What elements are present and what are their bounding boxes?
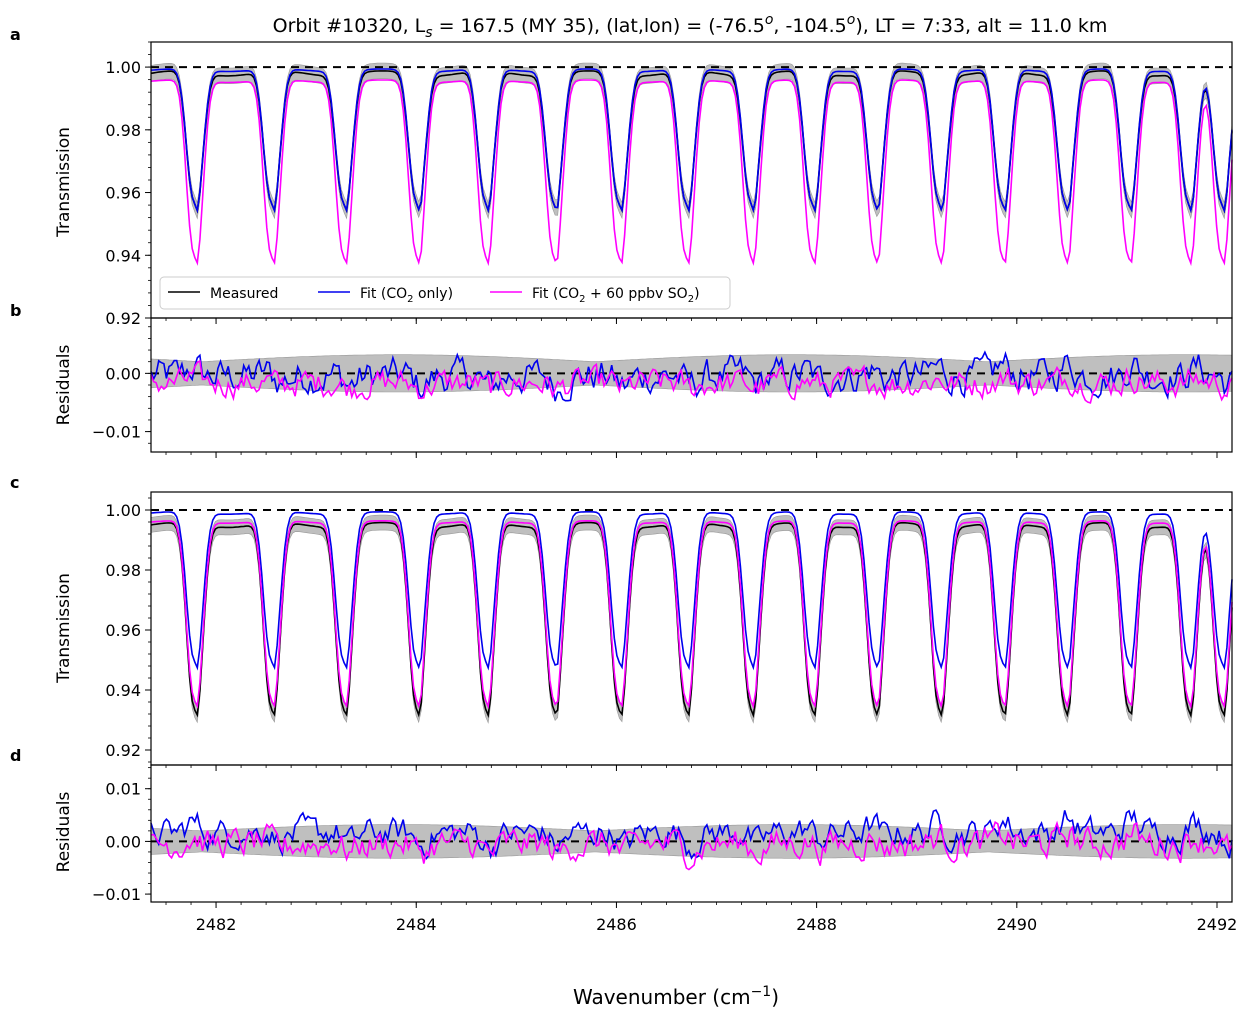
ylabel-panel-b: Residuals bbox=[54, 345, 74, 426]
x-tick-label: 2484 bbox=[396, 915, 437, 934]
chart-title: Orbit #10320, Ls = 167.5 (MY 35), (lat,l… bbox=[273, 12, 1108, 41]
panel-letter-a: a bbox=[10, 25, 21, 44]
x-tick-label: 2492 bbox=[1197, 915, 1238, 934]
panel-letter-c: c bbox=[10, 473, 19, 492]
x-tick-label: 2490 bbox=[996, 915, 1037, 934]
x-axis-label: Wavenumber (cm−1) bbox=[573, 984, 779, 1009]
legend: Measured Fit (CO2 only) Fit (CO2 + 60 pp… bbox=[159, 276, 731, 310]
y-tick-label-c: 0.96 bbox=[105, 621, 141, 640]
panel-letter-b: b bbox=[10, 301, 21, 320]
y-tick-label-c: 0.98 bbox=[105, 561, 141, 580]
legend-label-fit-so2: Fit (CO2 + 60 ppbv SO2) bbox=[532, 286, 700, 305]
ylabel-panel-d: Residuals bbox=[54, 792, 74, 873]
x-tick-label: 2482 bbox=[196, 915, 237, 934]
y-tick-label-c: 0.92 bbox=[105, 741, 141, 760]
panel-d-residuals: −0.01 0.00 0.01 bbox=[92, 764, 1233, 908]
series-fit-co2-60-ppbv-so2--c bbox=[150, 519, 1233, 710]
x-tick-label: 2486 bbox=[596, 915, 637, 934]
y-tick-label-a: 0.94 bbox=[105, 246, 141, 265]
uncertainty-band-d bbox=[150, 824, 1233, 859]
legend-label-measured: Measured bbox=[210, 286, 278, 302]
x-axis-ticks: 2482 2484 2486 2488 2490 2492 bbox=[196, 915, 1238, 934]
y-tick-label-b: 0.00 bbox=[105, 364, 141, 383]
series-fit-co2-only--b bbox=[150, 350, 1233, 402]
y-tick-label-a: 0.98 bbox=[105, 121, 141, 140]
series-fit-co2-only--d bbox=[150, 809, 1233, 860]
series-fit-co2-60-ppbv-so2--a bbox=[150, 79, 1233, 267]
panel-a-transmission: 0.92 0.94 0.96 0.98 1.00 bbox=[105, 41, 1233, 328]
series-fit-co2-60-ppbv-so2--d bbox=[150, 820, 1233, 871]
y-tick-label-a: 1.00 bbox=[105, 58, 141, 77]
series-fit-co2-only--a bbox=[150, 68, 1233, 214]
x-tick-label: 2488 bbox=[796, 915, 837, 934]
y-tick-label-a: 0.96 bbox=[105, 184, 141, 203]
ylabel-panel-c: Transmission bbox=[54, 573, 74, 684]
y-tick-label-c: 0.94 bbox=[105, 681, 141, 700]
y-tick-label-d: −0.01 bbox=[92, 885, 141, 904]
y-tick-label-d: 0.00 bbox=[105, 832, 141, 851]
y-tick-label-c: 1.00 bbox=[105, 501, 141, 520]
series-fit-co2-60-ppbv-so2--b bbox=[150, 359, 1233, 404]
panel-c-transmission: 0.92 0.94 0.96 0.98 1.00 bbox=[105, 491, 1233, 771]
panel-letter-d: d bbox=[10, 746, 21, 765]
y-tick-label-a: 0.92 bbox=[105, 309, 141, 328]
ylabel-panel-a: Transmission bbox=[54, 127, 74, 238]
y-tick-label-b: −0.01 bbox=[92, 423, 141, 442]
y-tick-label-d: 0.01 bbox=[105, 780, 141, 799]
panel-b-residuals: −0.01 0.00 bbox=[92, 317, 1233, 458]
series-fit-co2-only--c bbox=[150, 510, 1233, 671]
legend-label-fit-co2: Fit (CO2 only) bbox=[360, 286, 453, 305]
